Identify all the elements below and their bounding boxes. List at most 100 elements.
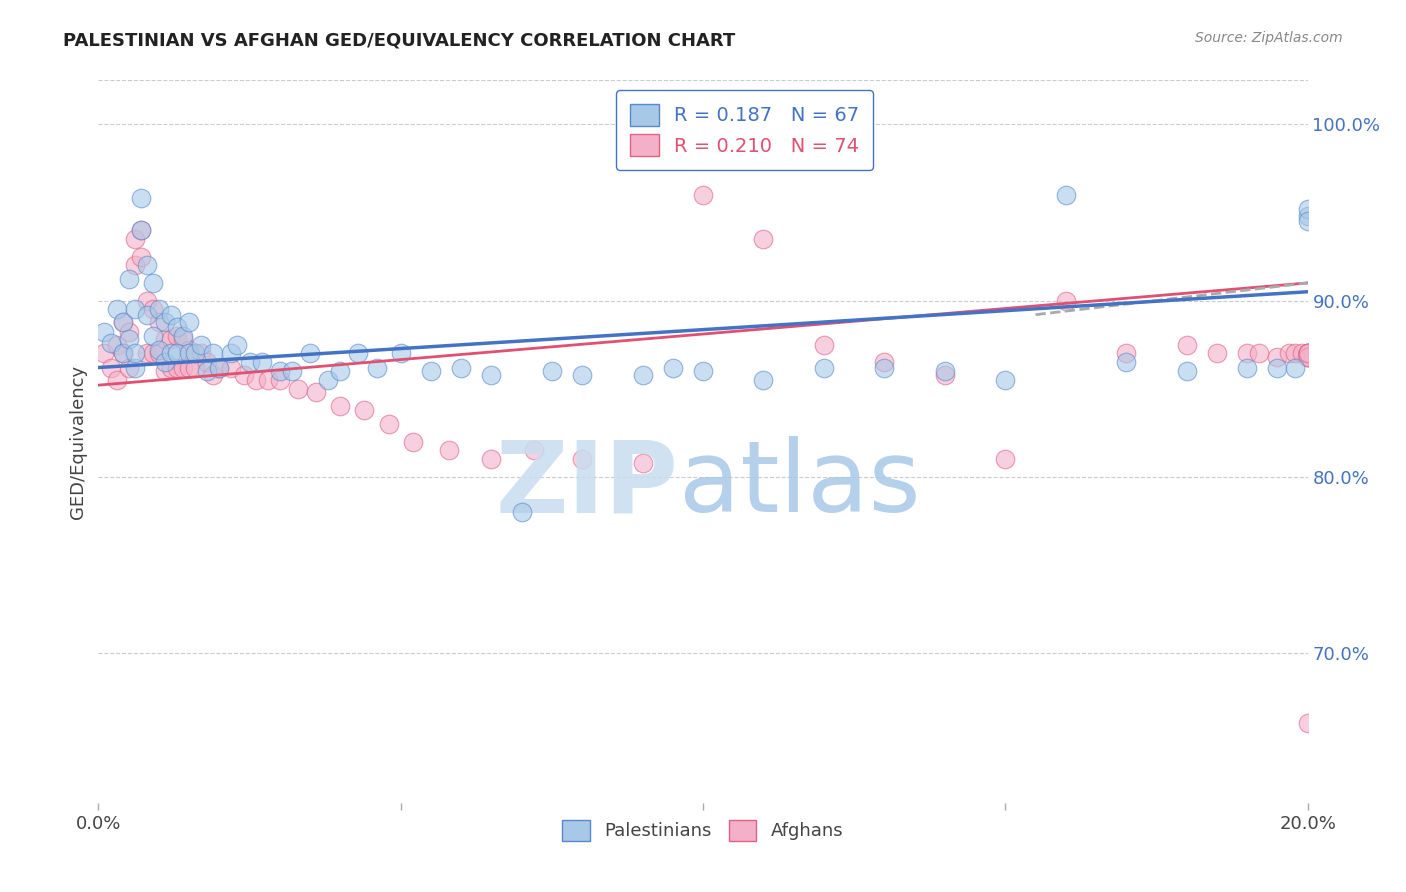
- Point: [813, 337, 835, 351]
- Point: [481, 452, 503, 467]
- Point: [105, 373, 128, 387]
- Point: [93, 326, 115, 340]
- Point: [1175, 364, 1198, 378]
- Point: [153, 364, 176, 378]
- Point: [184, 360, 207, 375]
- Point: [105, 337, 128, 351]
- Point: [118, 272, 141, 286]
- Point: [1296, 350, 1319, 364]
- Point: [1296, 346, 1319, 360]
- Point: [540, 364, 562, 378]
- Point: [1284, 360, 1306, 375]
- Point: [299, 346, 322, 360]
- Point: [148, 346, 170, 360]
- Point: [172, 328, 194, 343]
- Point: [111, 346, 134, 360]
- Point: [1115, 346, 1137, 360]
- Point: [377, 417, 399, 431]
- Point: [93, 346, 115, 360]
- Point: [1291, 346, 1313, 360]
- Point: [153, 355, 176, 369]
- Point: [135, 293, 157, 308]
- Point: [142, 328, 165, 343]
- Point: [129, 250, 152, 264]
- Point: [184, 346, 207, 360]
- Y-axis label: GED/Equivalency: GED/Equivalency: [69, 365, 87, 518]
- Point: [437, 443, 460, 458]
- Point: [420, 364, 443, 378]
- Point: [153, 315, 176, 329]
- Point: [1054, 293, 1077, 308]
- Point: [287, 382, 309, 396]
- Point: [329, 399, 352, 413]
- Point: [1296, 346, 1319, 360]
- Point: [160, 360, 183, 375]
- Point: [1296, 346, 1319, 360]
- Point: [105, 302, 128, 317]
- Point: [692, 364, 714, 378]
- Point: [934, 364, 956, 378]
- Point: [1206, 346, 1229, 360]
- Point: [631, 456, 654, 470]
- Point: [1175, 337, 1198, 351]
- Point: [179, 343, 201, 357]
- Point: [129, 191, 152, 205]
- Point: [571, 452, 593, 467]
- Point: [148, 343, 170, 357]
- Point: [226, 337, 249, 351]
- Point: [1296, 202, 1319, 216]
- Point: [160, 332, 183, 346]
- Point: [316, 373, 339, 387]
- Point: [510, 505, 533, 519]
- Point: [148, 302, 170, 317]
- Point: [118, 326, 141, 340]
- Point: [135, 308, 157, 322]
- Point: [190, 346, 212, 360]
- Point: [1296, 346, 1319, 360]
- Point: [1296, 214, 1319, 228]
- Point: [523, 443, 546, 458]
- Point: [661, 360, 683, 375]
- Point: [1267, 350, 1289, 364]
- Point: [208, 360, 231, 375]
- Point: [129, 223, 152, 237]
- Point: [202, 346, 225, 360]
- Point: [179, 360, 201, 375]
- Point: [353, 402, 375, 417]
- Point: [129, 223, 152, 237]
- Point: [179, 346, 201, 360]
- Point: [195, 364, 218, 378]
- Point: [366, 360, 388, 375]
- Point: [402, 434, 425, 449]
- Point: [124, 302, 146, 317]
- Point: [166, 346, 188, 360]
- Point: [111, 315, 134, 329]
- Point: [1296, 716, 1319, 731]
- Point: [166, 328, 188, 343]
- Point: [450, 360, 472, 375]
- Point: [148, 315, 170, 329]
- Point: [124, 346, 146, 360]
- Point: [179, 315, 201, 329]
- Point: [389, 346, 412, 360]
- Point: [1054, 187, 1077, 202]
- Point: [118, 360, 141, 375]
- Point: [1284, 346, 1306, 360]
- Point: [813, 360, 835, 375]
- Point: [1278, 346, 1301, 360]
- Point: [873, 360, 896, 375]
- Point: [1249, 346, 1271, 360]
- Text: PALESTINIAN VS AFGHAN GED/EQUIVALENCY CORRELATION CHART: PALESTINIAN VS AFGHAN GED/EQUIVALENCY CO…: [63, 31, 735, 49]
- Point: [752, 232, 775, 246]
- Point: [256, 373, 278, 387]
- Point: [329, 364, 352, 378]
- Point: [195, 355, 218, 369]
- Point: [631, 368, 654, 382]
- Point: [124, 258, 146, 272]
- Point: [100, 360, 122, 375]
- Point: [166, 320, 188, 334]
- Point: [142, 276, 165, 290]
- Point: [153, 332, 176, 346]
- Point: [1296, 350, 1319, 364]
- Text: Source: ZipAtlas.com: Source: ZipAtlas.com: [1195, 31, 1343, 45]
